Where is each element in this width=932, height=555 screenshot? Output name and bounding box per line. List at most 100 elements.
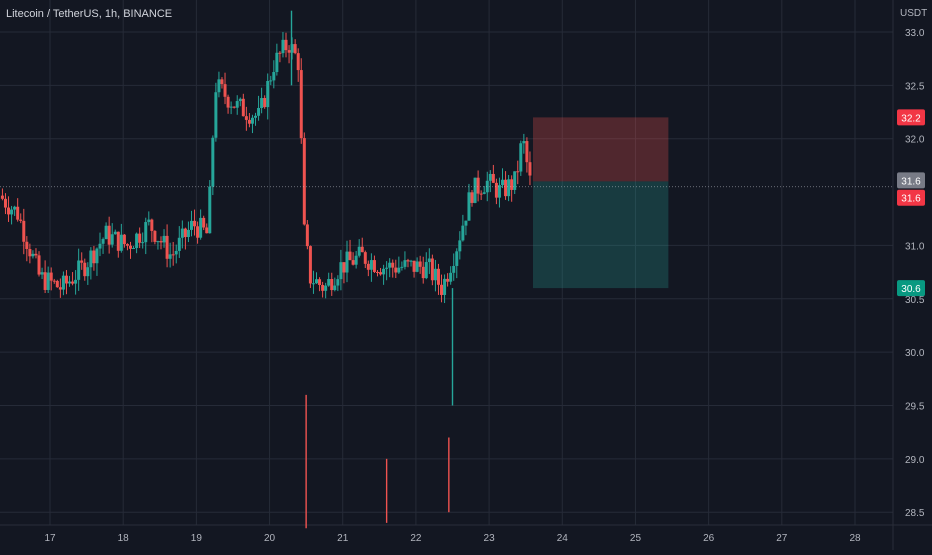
x-tick-label: 18	[118, 533, 130, 544]
candle-body	[257, 107, 261, 116]
y-tick-label: 32.0	[905, 135, 925, 146]
candle-body	[202, 217, 206, 228]
candle-body	[467, 192, 471, 221]
candle-body	[281, 39, 285, 54]
candle-body	[528, 162, 532, 176]
candle-body	[354, 255, 358, 265]
candle-body	[412, 260, 416, 272]
candle-body	[525, 141, 529, 163]
candle-body	[333, 285, 337, 291]
candle-body	[171, 254, 175, 256]
stop-loss-zone[interactable]	[533, 117, 669, 182]
candle-body	[193, 220, 197, 227]
x-tick-label: 24	[557, 533, 569, 544]
price-tag-label: 30.6	[901, 284, 921, 295]
candle-body	[235, 101, 239, 108]
candle-body	[315, 279, 319, 284]
candle-body	[266, 80, 270, 108]
y-tick-label: 29.5	[905, 401, 925, 412]
candle-body	[311, 283, 315, 285]
candle-body	[504, 179, 508, 197]
candle-body	[513, 171, 517, 190]
candle-body	[476, 177, 480, 194]
candle-body	[375, 271, 379, 273]
candle-body	[275, 52, 279, 73]
candle-body	[244, 116, 248, 120]
price-tag-label: 31.6	[901, 194, 921, 205]
y-tick-label: 31.0	[905, 241, 925, 252]
candle-body	[418, 261, 422, 267]
x-tick-label: 23	[484, 533, 496, 544]
candle-body	[238, 98, 242, 102]
take-profit-zone[interactable]	[533, 181, 669, 289]
candle-body	[223, 84, 227, 97]
candle-body	[427, 258, 431, 263]
candle-body	[293, 44, 297, 54]
candle-body	[443, 278, 447, 295]
candle-body	[479, 193, 483, 195]
x-tick-label: 17	[44, 533, 56, 544]
candle-body	[327, 278, 331, 286]
candle-body	[89, 250, 93, 268]
candle-body	[19, 219, 23, 221]
candle-body	[339, 262, 343, 280]
symbol-title[interactable]: Litecoin / TetherUS, 1h, BINANCE	[6, 8, 173, 20]
currency-label: USDT	[900, 8, 928, 19]
candle-body	[324, 285, 328, 291]
candle-body	[119, 234, 123, 251]
candle-body	[34, 253, 38, 256]
candle-body	[360, 246, 364, 253]
candle-body	[232, 106, 236, 108]
candle-body	[485, 180, 489, 193]
candle-body	[406, 260, 410, 262]
candle-body	[98, 243, 102, 249]
candle-body	[31, 253, 35, 257]
candle-body	[174, 250, 178, 255]
candle-body	[436, 268, 440, 285]
x-tick-label: 20	[264, 533, 276, 544]
candle-body	[68, 281, 72, 284]
candle-body	[260, 98, 264, 108]
candle-body	[165, 235, 169, 259]
candle-body	[13, 206, 17, 210]
candle-body	[43, 272, 47, 290]
candle-body	[196, 226, 200, 238]
candle-body	[464, 220, 468, 226]
candle-body	[330, 278, 334, 291]
x-tick-label: 28	[849, 533, 861, 544]
candle-body	[302, 138, 306, 225]
candle-body	[507, 179, 511, 197]
y-tick-label: 33.0	[905, 28, 925, 39]
candle-body	[388, 262, 392, 268]
candle-body	[296, 53, 300, 71]
candle-body	[220, 79, 224, 85]
candle-body	[61, 275, 65, 290]
candle-body	[278, 52, 282, 54]
candle-body	[369, 260, 373, 270]
candle-body	[55, 280, 59, 288]
candle-body	[299, 70, 303, 139]
candle-body	[430, 258, 434, 281]
candle-body	[107, 225, 111, 245]
candle-body	[7, 207, 11, 215]
candle-body	[80, 260, 84, 263]
candle-body	[132, 248, 136, 250]
candle-body	[424, 262, 428, 279]
candle-body	[217, 79, 221, 93]
candle-body	[455, 251, 459, 266]
candle-body	[348, 251, 352, 261]
candle-body	[250, 117, 254, 124]
candle-body	[183, 228, 187, 238]
price-tag-label: 31.6	[901, 176, 921, 187]
x-tick-label: 21	[337, 533, 349, 544]
candle-body	[254, 115, 258, 118]
candle-body	[421, 266, 425, 279]
candle-body	[168, 254, 172, 259]
candle-body	[189, 220, 193, 230]
candle-body	[345, 251, 349, 273]
candle-body	[86, 267, 90, 277]
candle-body	[113, 231, 117, 235]
